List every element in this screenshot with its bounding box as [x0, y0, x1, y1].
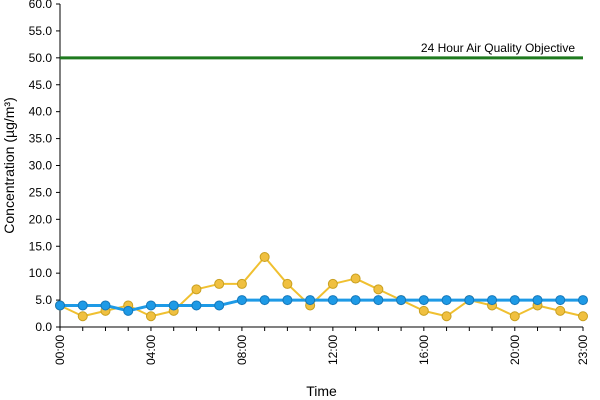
series-2-line: [60, 298, 583, 313]
x-tick-label: 08:00: [235, 335, 249, 365]
series-1-point: [373, 284, 384, 295]
air-quality-objective-label: 24 Hour Air Quality Objective: [421, 41, 575, 55]
series-1-point: [282, 278, 293, 289]
series-1-point: [578, 311, 588, 322]
series-2-point: [578, 295, 588, 306]
series-2-point: [441, 295, 452, 306]
x-tick-label: 16:00: [417, 335, 431, 365]
x-tick-label: 23:00: [576, 335, 590, 365]
y-tick-label: 45.0: [29, 78, 53, 92]
series-2-point: [327, 295, 338, 306]
series-2-point: [350, 295, 361, 306]
series-2-point: [214, 300, 225, 311]
y-tick-label: 35.0: [29, 132, 53, 146]
series-2-point: [509, 295, 520, 306]
reference-line-group: 24 Hour Air Quality Objective: [60, 41, 583, 60]
series-2-point: [555, 295, 566, 306]
y-axis-title: Concentration (µg/m³): [1, 97, 17, 233]
y-tick-label: 0.0: [35, 320, 52, 334]
y-tick-label: 15.0: [29, 239, 53, 253]
y-tick-label: 40.0: [29, 105, 53, 119]
y-tick-label: 25.0: [29, 185, 53, 199]
series-2-point: [77, 300, 88, 311]
series-2-point: [373, 295, 384, 306]
series-2-point: [259, 295, 270, 306]
series-2-point: [145, 300, 156, 311]
series-2-point: [191, 300, 202, 311]
y-tick-label: 30.0: [29, 159, 53, 173]
series-2-point: [100, 300, 111, 311]
series-1-point: [191, 284, 202, 295]
y-axis-ticks: 0.0 5.0 10.0 15.0 20.0 25.0 30.0 35.0 40.0 45.0 50…: [29, 0, 60, 334]
y-tick-label: 20.0: [29, 212, 53, 226]
series-2-point: [282, 295, 293, 306]
y-tick-label: 5.0: [35, 293, 52, 307]
series-1-point: [77, 311, 88, 322]
series-2-point: [418, 295, 429, 306]
y-tick-label: 50.0: [29, 51, 53, 65]
series-group: [55, 252, 588, 322]
series-2-point: [168, 300, 179, 311]
series-1-point: [145, 311, 156, 322]
x-tick-label: 00:00: [53, 335, 67, 365]
series-2-point: [305, 295, 316, 306]
series-2-point: [123, 305, 134, 316]
series-1-point: [418, 305, 429, 316]
series-2-point: [464, 295, 475, 306]
series-2-point: [396, 295, 407, 306]
y-tick-label: 55.0: [29, 24, 53, 38]
series-2-point: [236, 295, 247, 306]
series-1-point: [350, 273, 361, 284]
y-tick-label: 10.0: [29, 266, 53, 280]
series-1-point: [214, 278, 225, 289]
series-2-point: [55, 300, 65, 311]
series-2-point: [487, 295, 498, 306]
x-axis-title: Time: [306, 383, 337, 399]
x-tick-label: 12:00: [326, 335, 340, 365]
series-1-point: [441, 311, 452, 322]
x-tick-label: 20:00: [508, 335, 522, 365]
series-1-point: [509, 311, 520, 322]
x-axis-ticks: 00:00 04:00 08:00 12:00 16:00 20:00 23:00: [53, 327, 590, 365]
series-1-point: [327, 278, 338, 289]
series-2: [55, 295, 588, 316]
series-1-point: [236, 278, 247, 289]
series-1-point: [555, 305, 566, 316]
series-1-point: [259, 252, 270, 263]
series-2-point: [532, 295, 543, 306]
y-tick-label: 60.0: [29, 0, 53, 11]
x-tick-label: 04:00: [144, 335, 158, 365]
